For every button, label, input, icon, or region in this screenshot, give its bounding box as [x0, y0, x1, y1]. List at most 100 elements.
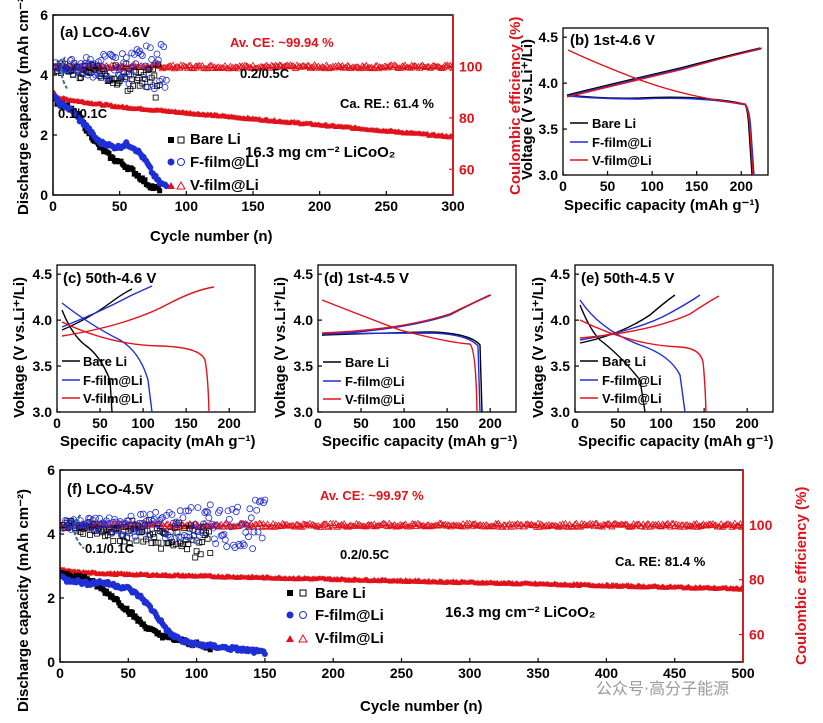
y-tick-label: 0: [47, 654, 55, 670]
bare-li-ce-point: [178, 543, 185, 550]
v-film-ce-point: [414, 519, 422, 526]
legend-v-filled-marker: [167, 182, 175, 189]
bare-li-ce-point: [142, 75, 148, 82]
panel-c-ylabel: Voltage (V vs.Li⁺/Li): [11, 277, 28, 418]
f-film-ce-point: [239, 540, 247, 548]
bare-li-ce-point: [158, 545, 164, 552]
y2-tick-label: 60: [459, 161, 475, 177]
x-tick-label: 0: [571, 415, 579, 431]
x-tick-label: 0: [49, 198, 57, 214]
panel-d-ylabel: Voltage (V vs.Li⁺/Li): [272, 277, 289, 418]
v-film-ce-point: [381, 62, 389, 69]
x-tick-label: 450: [663, 665, 687, 681]
v-film-ce-point: [259, 63, 268, 70]
x-tick-label: 100: [640, 178, 664, 194]
f-film-ce-point: [249, 545, 257, 553]
f-film-ce-point: [128, 521, 136, 529]
v-film-ce-point: [474, 522, 482, 529]
c-legend-f: F-film@Li: [83, 373, 143, 388]
f-film-ce-point: [242, 529, 250, 536]
v-film-ce-point: [378, 63, 387, 70]
panel-a-legend: Bare Li F-film@Li V-film@Li: [167, 131, 259, 194]
f-film-ce-point: [254, 528, 262, 536]
panel-a-y2label: Coulombic efficiency (%): [507, 17, 524, 195]
f-film-ce-point: [148, 56, 156, 63]
y2-tick-label: 80: [749, 572, 765, 588]
f-film-ce-point: [201, 509, 209, 516]
v-film-ce-point: [597, 521, 605, 529]
v-film-ce-point: [736, 519, 743, 527]
f-film-ce-point: [135, 519, 143, 527]
bare-li-ce-point: [185, 540, 192, 547]
x-tick-label: 150: [692, 415, 716, 431]
x-tick-label: 300: [458, 665, 482, 681]
y-tick-label: 3.5: [539, 121, 559, 137]
f-film-ce-point: [234, 503, 241, 511]
v-film-ce-point: [523, 520, 531, 527]
v-film-ce-point: [632, 520, 641, 528]
f-film-ce-point: [150, 515, 158, 523]
panel-e-legend: Bare Li F-film@Li V-film@Li: [580, 354, 662, 406]
panel-d-title: (d) 1st-4.5 V: [324, 270, 409, 287]
v-film-ce-point: [290, 63, 299, 70]
f-film-ce-point: [97, 527, 105, 535]
f-film-ce-point: [90, 60, 98, 68]
bare-li-ce-point: [134, 76, 140, 83]
legend-f-filled-marker: [167, 158, 175, 166]
v-film-ce-point: [344, 523, 352, 530]
bare-li-capacity-point: [101, 587, 107, 593]
v-film-ce-point: [334, 61, 343, 68]
x-tick-label: 150: [174, 415, 198, 431]
bare-li-capacity-point: [116, 600, 122, 606]
v-film-ce-point: [335, 62, 344, 69]
f-film-ce-point: [251, 496, 259, 504]
panel-b-curves: [566, 47, 763, 176]
x-tick-label: 0: [314, 415, 322, 431]
v-film-ce-point: [721, 521, 729, 528]
f-film-ce-point: [93, 523, 101, 530]
f-film-ce-point: [109, 53, 117, 61]
bare-li-capacity-point: [158, 632, 164, 638]
v-film-ce-point: [576, 523, 585, 530]
v-film-ce-point: [288, 521, 296, 528]
x-tick-label: 500: [731, 665, 755, 681]
v-film-ce-point: [380, 519, 388, 526]
v-film-ce-point: [343, 61, 352, 68]
f-film-ce-point: [149, 81, 157, 89]
legend-bare-filled-marker: [168, 137, 174, 143]
v-film-ce-point: [371, 62, 380, 69]
f-film-ce-point: [225, 515, 233, 523]
v-film-ce-point: [223, 64, 232, 71]
panel-f-initial-rate: 0.1/0.1C: [85, 541, 135, 556]
f-film-ce-point: [206, 501, 214, 509]
panel-d-curves: [321, 294, 492, 413]
v-film-ce-point: [180, 523, 189, 530]
x-tick-label: 100: [175, 198, 199, 214]
y-tick-label: 4.0: [539, 75, 559, 91]
x-tick-label: 400: [595, 665, 619, 681]
legend-v-label: V-film@Li: [190, 177, 259, 194]
bare-li-capacity-point: [64, 570, 70, 576]
f-film-ce-point: [68, 56, 76, 63]
f-film-ce-point: [145, 533, 153, 540]
x-tick-label: 200: [730, 178, 754, 194]
v-film-ce-point: [321, 64, 329, 72]
panel-e-curves: [579, 294, 720, 413]
v-film-ce-point: [273, 523, 281, 530]
bare-li-ce-point: [152, 94, 159, 101]
f-film-ce-point: [118, 50, 126, 58]
y-tick-label: 3.0: [551, 404, 571, 420]
f-film-ce-point: [126, 71, 134, 79]
panel-c-frame: [56, 264, 256, 413]
bare-li-capacity-point: [207, 647, 213, 653]
f-film-ce-point: [167, 533, 175, 541]
bare-li-capacity-point: [133, 171, 139, 177]
bare-li-ce-point: [184, 546, 190, 553]
x-tick-label: 100: [131, 415, 155, 431]
v-film-ce-point: [163, 63, 172, 70]
v-film-ce-point: [442, 522, 451, 529]
x-tick-label: 150: [435, 415, 459, 431]
f-film-ce-point: [223, 543, 231, 550]
b-bare-charge: [566, 47, 761, 96]
f-film-ce-point: [82, 521, 90, 529]
